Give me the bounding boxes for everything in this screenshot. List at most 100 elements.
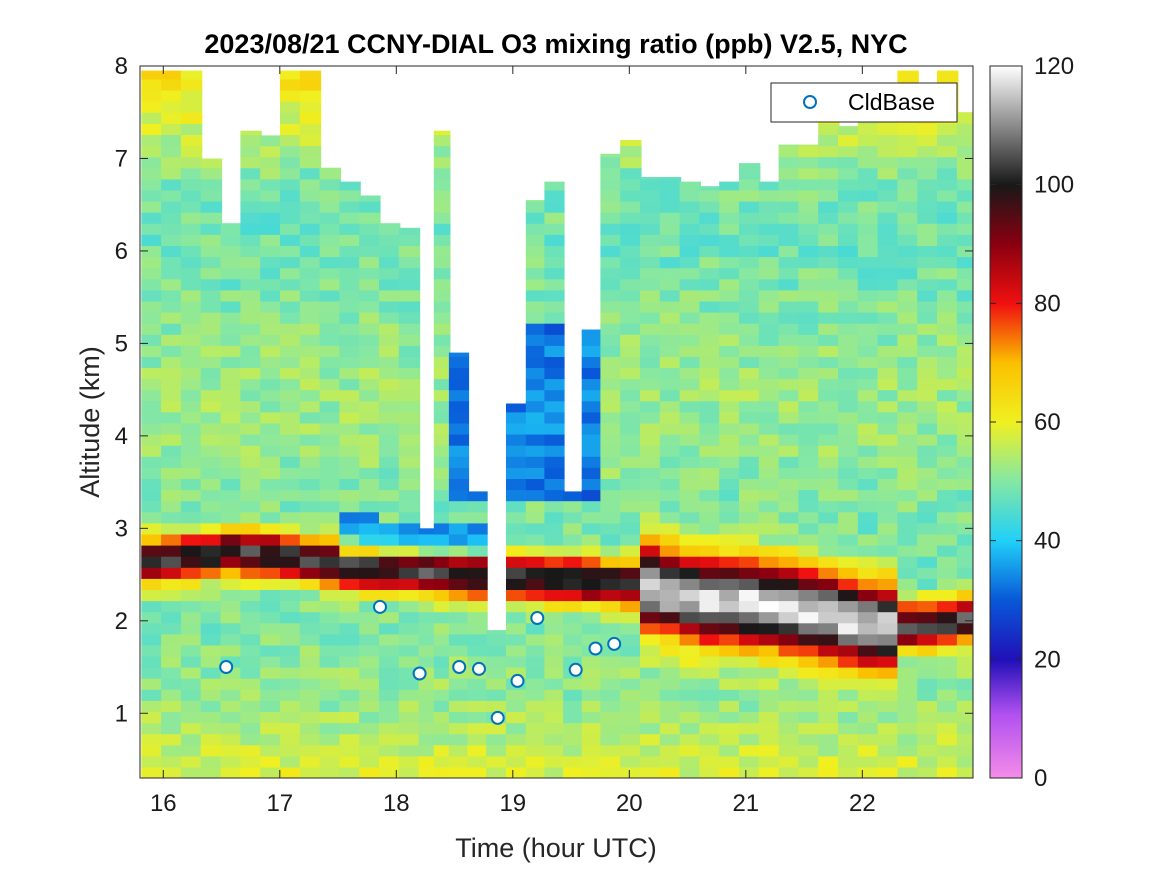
heatmap-cell <box>778 212 800 224</box>
heatmap-cell <box>818 489 840 502</box>
heatmap-cell <box>739 411 761 424</box>
heatmap-cell <box>161 78 183 91</box>
heatmap-cell <box>544 633 565 646</box>
heatmap-cell <box>299 478 322 491</box>
heatmap-cell <box>877 456 899 468</box>
heatmap-cell <box>433 345 451 357</box>
heatmap-cell <box>937 234 959 246</box>
heatmap-cell <box>877 611 899 624</box>
heatmap-cell <box>280 500 302 513</box>
heatmap-cell <box>299 278 322 291</box>
heatmap-cell <box>220 456 242 468</box>
heatmap-cell <box>220 511 242 524</box>
heatmap-cell <box>161 300 183 313</box>
heatmap-cell <box>778 156 800 169</box>
heatmap-cell <box>917 234 939 246</box>
heatmap-cell <box>180 123 203 135</box>
heatmap-cell <box>180 522 203 535</box>
heatmap-cell <box>467 755 488 768</box>
heatmap-cell <box>798 422 820 435</box>
heatmap-cell <box>398 227 421 235</box>
heatmap-cell <box>240 367 262 380</box>
heatmap-cell <box>433 245 451 258</box>
heatmap-cell <box>220 478 242 491</box>
heatmap-cell <box>877 422 899 435</box>
heatmap-cell <box>917 589 939 602</box>
heatmap-cell <box>937 356 959 368</box>
heatmap-cell <box>141 422 163 435</box>
heatmap-cell <box>917 456 939 468</box>
heatmap-cell <box>699 622 721 635</box>
heatmap-cell <box>339 589 361 602</box>
heatmap-cell <box>240 223 262 235</box>
heatmap-cell <box>339 378 361 391</box>
heatmap-cell <box>379 467 401 479</box>
heatmap-cell <box>260 600 282 613</box>
heatmap-cell <box>180 278 203 291</box>
heatmap-cell <box>359 511 381 524</box>
heatmap-cell <box>620 766 642 778</box>
heatmap-cell <box>758 522 781 535</box>
heatmap-cell <box>758 267 781 280</box>
heatmap-cell <box>679 312 701 324</box>
heatmap-cell <box>379 711 401 724</box>
heatmap-cell <box>339 556 361 568</box>
heatmap-cell <box>699 611 721 624</box>
heatmap-cell <box>180 678 203 690</box>
heatmap-cell <box>161 511 183 524</box>
heatmap-cell <box>739 511 761 524</box>
heatmap-cell <box>778 744 800 757</box>
heatmap-cell <box>398 278 421 291</box>
heatmap-cell <box>280 70 302 80</box>
heatmap-cell <box>161 178 183 191</box>
heatmap-cell <box>563 491 584 502</box>
heatmap-cell <box>433 223 451 235</box>
heatmap-cell <box>220 622 242 635</box>
heatmap-cell <box>240 744 262 757</box>
heatmap-cell <box>280 300 302 313</box>
heatmap-cell <box>937 655 959 668</box>
heatmap-cell <box>200 267 223 280</box>
heatmap-cell <box>581 422 602 435</box>
heatmap-cell <box>563 755 584 768</box>
heatmap-cell <box>719 400 741 413</box>
heatmap-cell <box>857 300 880 313</box>
heatmap-cell <box>379 245 401 258</box>
heatmap-cell <box>339 201 361 213</box>
heatmap-cell <box>778 456 800 468</box>
heatmap-cell <box>448 589 470 602</box>
heatmap-cell <box>359 655 381 668</box>
heatmap-cell <box>418 667 436 679</box>
heatmap-cell <box>448 644 470 657</box>
heatmap-cell <box>778 478 800 491</box>
heatmap-cell <box>679 323 701 335</box>
heatmap-cell <box>917 667 939 679</box>
heatmap-cell <box>398 267 421 280</box>
heatmap-cell <box>141 300 163 313</box>
heatmap-cell <box>818 312 840 324</box>
heatmap-cell <box>544 234 565 246</box>
heatmap-cell <box>600 678 622 690</box>
heatmap-cell <box>719 500 741 513</box>
heatmap-cell <box>319 600 341 613</box>
heatmap-cell <box>240 134 262 147</box>
heatmap-cell <box>319 323 341 335</box>
heatmap-cell <box>299 678 322 690</box>
heatmap-cell <box>620 434 642 446</box>
heatmap-cell <box>563 567 584 579</box>
heatmap-cell <box>857 367 880 380</box>
heatmap-cell <box>897 533 919 546</box>
heatmap-cell <box>398 345 421 357</box>
heatmap-cell <box>917 766 939 778</box>
heatmap-cell <box>141 345 163 357</box>
heatmap-cell <box>299 545 322 557</box>
heatmap-cell <box>877 312 899 324</box>
heatmap-cell <box>544 567 565 579</box>
heatmap-cell <box>141 223 163 235</box>
heatmap-cell <box>319 312 341 324</box>
heatmap-cell <box>379 533 401 546</box>
heatmap-cell <box>937 722 959 735</box>
heatmap-cell <box>339 766 361 778</box>
heatmap-cell <box>818 456 840 468</box>
heatmap-cell <box>620 300 642 313</box>
